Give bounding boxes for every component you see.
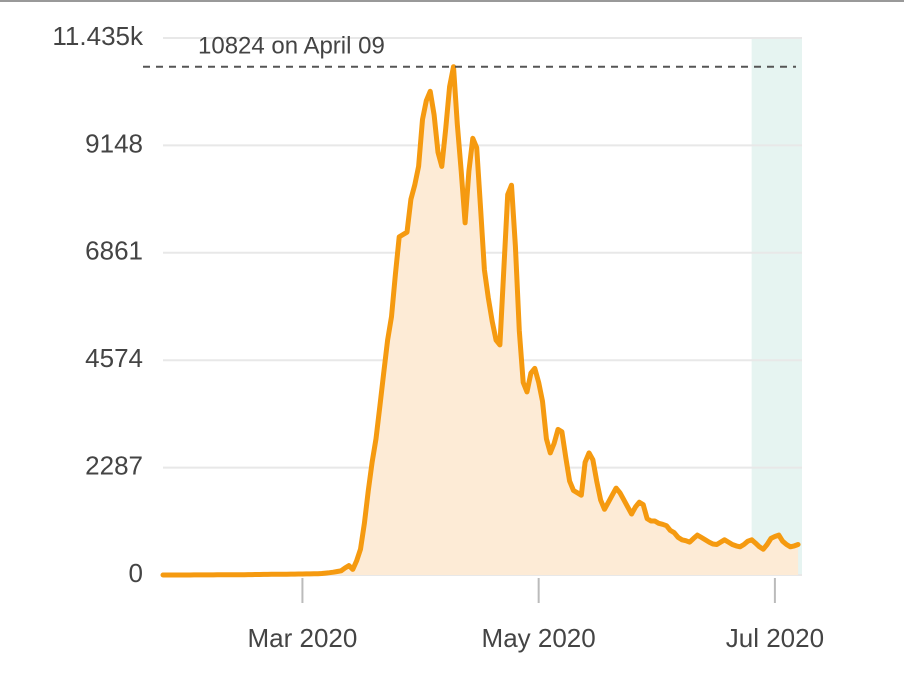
y-tick-label: 0	[129, 558, 143, 588]
y-tick-label: 6861	[85, 236, 143, 266]
line	[160, 64, 801, 578]
y-tick-label: 2287	[85, 450, 143, 480]
y-tick-label: 11.435k	[52, 21, 144, 51]
y-tick-label: 9148	[85, 128, 143, 158]
x-tick-label: Mar 2020	[247, 623, 357, 653]
annotation-text: 10824 on April 09	[198, 32, 385, 59]
x-tick-label: May 2020	[482, 623, 596, 653]
x-tick-label: Jul 2020	[726, 623, 824, 653]
area	[163, 66, 799, 575]
y-tick-label: 4574	[85, 343, 143, 373]
shaded-range	[751, 38, 802, 575]
